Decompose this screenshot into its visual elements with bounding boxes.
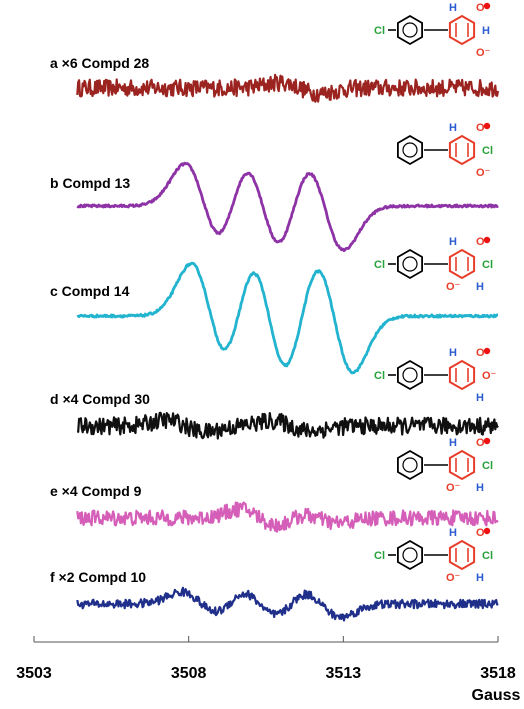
x-axis: 3503 3508 3513 3518 Gauss: [16, 636, 521, 704]
series-label-e: e ×4 Compd 9: [50, 483, 142, 499]
phenyl-ring: [396, 134, 424, 166]
atom-label: Cl: [374, 259, 385, 271]
atom-label: O⁻: [446, 281, 461, 293]
atom-label: Cl: [482, 460, 493, 472]
atom-label: Cl: [374, 25, 385, 37]
semiquinone-ring: [448, 359, 476, 391]
molecule-structure: H O•ClO⁻: [396, 122, 493, 179]
radical-dot: [483, 527, 491, 535]
atom-label: H: [476, 392, 484, 404]
atom-label: Cl: [374, 550, 385, 562]
spectrum-labels: a ×6 Compd 28 b Compd 13 c Compd 14 d ×4 Co…: [50, 55, 150, 585]
radical-dot: [483, 236, 491, 244]
atom-label: H: [449, 527, 457, 539]
semiquinone-ring: [448, 539, 476, 571]
phenyl-ring: [396, 449, 424, 481]
series-label-b: b Compd 13: [50, 175, 130, 191]
x-tick-label: 3503: [16, 665, 52, 682]
spectrum-trace-d: [76, 411, 499, 440]
atom-label: O⁻: [482, 370, 497, 382]
atom-label: Cl: [482, 259, 493, 271]
x-axis-unit: Gauss: [472, 687, 521, 704]
spectrum-trace-a: [76, 73, 500, 103]
atom-label: H: [449, 122, 457, 134]
atom-label: O⁻: [446, 482, 461, 494]
phenyl-ring: [396, 359, 424, 391]
atom-label: H: [449, 437, 457, 449]
phenyl-ring: [396, 539, 424, 571]
atom-label: H: [449, 347, 457, 359]
atom-label: Cl: [482, 145, 493, 157]
series-label-d: d ×4 Compd 30: [50, 391, 150, 407]
atom-label: H: [449, 2, 457, 14]
spectrum-trace-c: [76, 261, 499, 375]
x-tick-label: 3508: [171, 665, 207, 682]
atom-label: O⁻: [476, 47, 491, 59]
radical-dot: [483, 2, 491, 10]
series-label-f: f ×2 Compd 10: [50, 569, 146, 585]
semiquinone-ring: [448, 14, 476, 46]
spectrum-trace-f: [76, 586, 499, 622]
semiquinone-ring: [448, 134, 476, 166]
spectra-group: [76, 73, 500, 622]
atom-label: H: [449, 236, 457, 248]
semiquinone-ring: [448, 449, 476, 481]
semiquinone-ring: [448, 248, 476, 280]
spectrum-trace-e: [76, 501, 499, 533]
atom-label: H: [482, 25, 490, 37]
atom-label: O⁻: [476, 167, 491, 179]
spectrum-trace-b: [76, 161, 499, 253]
atom-label: Cl: [374, 370, 385, 382]
atom-label: H: [476, 572, 484, 584]
radical-dot: [483, 437, 491, 445]
phenyl-ring: [396, 14, 424, 46]
series-label-c: c Compd 14: [50, 283, 130, 299]
molecule-structure: ClH O•O⁻H: [374, 347, 497, 404]
radical-dot: [483, 122, 491, 130]
atom-label: H: [476, 281, 484, 293]
phenyl-ring: [396, 248, 424, 280]
molecule-structure: ClH O•HO⁻: [374, 2, 491, 59]
x-tick-label: 3513: [326, 665, 362, 682]
atom-label: O⁻: [446, 572, 461, 584]
series-label-a: a ×6 Compd 28: [50, 55, 149, 71]
radical-dot: [483, 347, 491, 355]
atom-label: Cl: [482, 550, 493, 562]
atom-label: H: [476, 482, 484, 494]
x-tick-label: 3518: [480, 665, 516, 682]
